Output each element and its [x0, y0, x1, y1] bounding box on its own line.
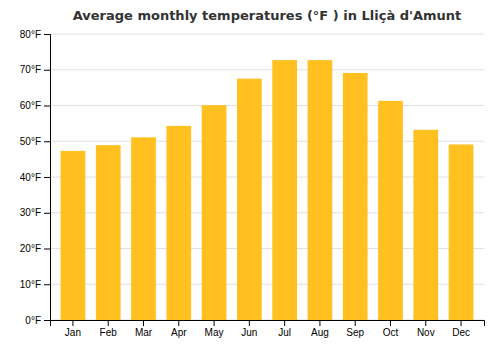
- y-tick-label: 20°F: [20, 243, 41, 254]
- x-tick-mark: [72, 320, 73, 326]
- y-tick: 10°F: [20, 279, 50, 290]
- y-axis: 0°F 10°F 20°F 30°F 40°F 50°F 60°F 70°F 80°F: [20, 29, 51, 326]
- y-tick-mark: [44, 106, 50, 107]
- grid-line: [50, 105, 484, 106]
- y-tick: 50°F: [20, 136, 50, 147]
- x-axis-line: [51, 321, 485, 327]
- x-tick-mark: [284, 320, 285, 326]
- bar: [166, 126, 191, 320]
- y-tick: 20°F: [20, 243, 50, 254]
- x-tick-mark: [425, 320, 426, 326]
- x-tick: Jul: [278, 320, 291, 338]
- grid: [50, 34, 484, 320]
- x-tick: Jun: [241, 320, 257, 338]
- x-tick-mark: [108, 320, 109, 326]
- x-tick: Sep: [346, 320, 364, 338]
- grid-line: [50, 34, 484, 35]
- x-tick: Mar: [135, 320, 153, 338]
- x-tick-mark: [178, 320, 179, 326]
- bar: [272, 60, 297, 320]
- x-tick-label: Jan: [65, 327, 81, 338]
- x-tick: Nov: [417, 320, 435, 338]
- bar: [378, 101, 403, 320]
- x-tick-label: Mar: [135, 327, 153, 338]
- x-tick: Apr: [171, 320, 187, 338]
- x-tick-label: Sep: [346, 327, 364, 338]
- x-tick-label: Apr: [171, 327, 187, 338]
- y-tick-label: 70°F: [20, 64, 41, 75]
- x-tick: Oct: [383, 320, 399, 338]
- bar: [202, 105, 227, 320]
- x-tick-mark: [461, 320, 462, 326]
- y-axis-line: [44, 35, 51, 321]
- y-tick-mark: [44, 213, 50, 214]
- bar: [449, 144, 474, 320]
- chart: 0°F 10°F 20°F 30°F 40°F 50°F 60°F 70°F 80°F Jan Fe…: [0, 0, 500, 350]
- y-tick-mark: [44, 320, 50, 321]
- x-tick: Jan: [65, 320, 81, 338]
- y-tick-label: 0°F: [25, 315, 41, 326]
- y-tick-mark: [44, 141, 50, 142]
- x-tick-mark: [355, 320, 356, 326]
- y-tick-label: 60°F: [20, 100, 41, 111]
- bar: [413, 130, 438, 320]
- bars: [61, 60, 474, 320]
- bar: [96, 145, 121, 320]
- x-tick-mark: [249, 320, 250, 326]
- y-tick: 30°F: [20, 207, 50, 218]
- y-tick-mark: [44, 70, 50, 71]
- x-tick-label: Jul: [278, 327, 291, 338]
- y-tick-mark: [44, 177, 50, 178]
- y-tick: 80°F: [20, 29, 50, 40]
- title: Average monthly temperatures (°F ) in Ll…: [73, 8, 462, 23]
- y-tick-label: 30°F: [20, 207, 41, 218]
- x-tick-label: Oct: [383, 327, 399, 338]
- y-tick: 40°F: [20, 172, 50, 183]
- plot: 0°F 10°F 20°F 30°F 40°F 50°F 60°F 70°F 80°F Jan Fe…: [20, 29, 485, 338]
- x-tick-label: Jun: [241, 327, 257, 338]
- y-tick-label: 80°F: [20, 29, 41, 40]
- x-tick-label: Dec: [452, 327, 470, 338]
- x-tick-label: May: [205, 327, 224, 338]
- x-tick: Dec: [452, 320, 470, 338]
- bar: [343, 73, 368, 320]
- bar: [308, 60, 333, 320]
- y-tick-label: 10°F: [20, 279, 41, 290]
- x-tick-mark: [390, 320, 391, 326]
- x-tick-label: Feb: [100, 327, 118, 338]
- y-tick: 0°F: [25, 315, 50, 326]
- x-tick-label: Nov: [417, 327, 435, 338]
- x-tick-mark: [214, 320, 215, 326]
- x-axis: Jan Feb Mar Apr May Jun Jul Aug Sep Oct Nov Dec: [51, 320, 485, 338]
- x-tick-mark: [319, 320, 320, 326]
- y-tick: 70°F: [20, 64, 50, 75]
- bar: [237, 79, 262, 320]
- x-tick: Feb: [100, 320, 118, 338]
- x-tick: Aug: [311, 320, 329, 338]
- x-tick-label: Aug: [311, 327, 329, 338]
- x-tick-mark: [143, 320, 144, 326]
- bar: [131, 137, 156, 320]
- y-tick-mark: [44, 34, 50, 35]
- y-tick-label: 40°F: [20, 172, 41, 183]
- bar: [61, 151, 86, 320]
- y-tick-mark: [44, 249, 50, 250]
- y-tick-mark: [44, 284, 50, 285]
- grid-line: [50, 69, 484, 70]
- y-tick: 60°F: [20, 100, 50, 111]
- y-tick-label: 50°F: [20, 136, 41, 147]
- x-tick: May: [205, 320, 224, 338]
